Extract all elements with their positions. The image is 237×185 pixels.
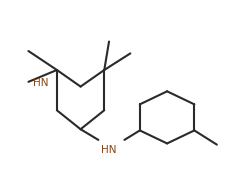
Text: HN: HN xyxy=(101,145,116,155)
Text: HN: HN xyxy=(33,78,49,88)
